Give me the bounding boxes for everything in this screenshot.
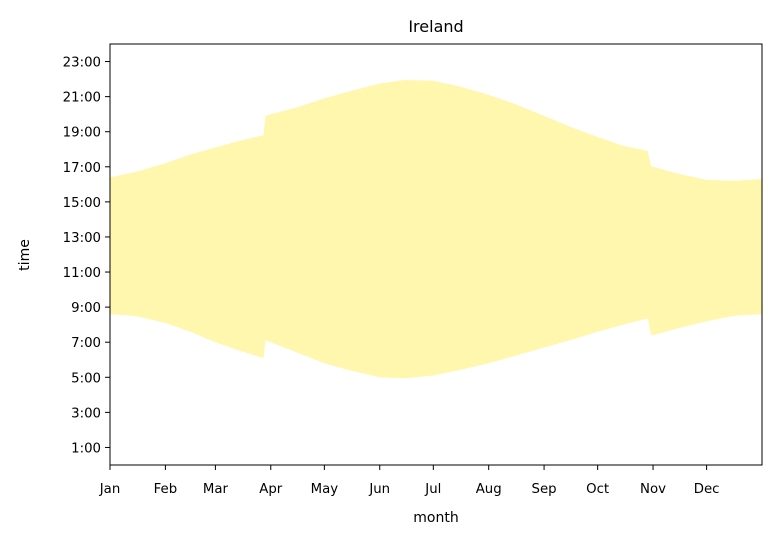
x-tick-label: Jul (424, 482, 441, 497)
x-tick-label: Oct (586, 482, 609, 497)
y-tick-label: 11:00 (63, 266, 101, 281)
plot-area (110, 80, 762, 379)
x-tick-label: May (311, 482, 339, 497)
x-tick-label: Sep (532, 482, 557, 497)
plot-frame (109, 43, 763, 466)
y-tick-label: 19:00 (63, 126, 101, 141)
y-tick-label: 3:00 (71, 406, 101, 421)
y-axis: 1:00 3:00 5:00 7:00 9:00 11:00 13:00 15:00 17:00… (63, 56, 110, 456)
x-tick-label: Mar (203, 482, 229, 497)
y-tick-label: 1:00 (71, 441, 101, 456)
x-tick-label: Feb (154, 482, 178, 497)
y-tick-label: 13:00 (63, 231, 101, 246)
x-tick-label: Dec (694, 482, 720, 497)
y-tick-label: 9:00 (71, 301, 101, 316)
x-axis: Jan Feb Mar Apr May Jun Jul Aug Sep Oct Nov Dec (99, 465, 720, 497)
daylight-area (110, 80, 762, 379)
x-tick-label: Jun (368, 482, 390, 497)
x-axis-label: month (413, 510, 458, 526)
y-tick-label: 7:00 (71, 336, 101, 351)
chart-title: Ireland (408, 17, 463, 36)
y-tick-label: 5:00 (71, 371, 101, 386)
x-tick-label: Nov (640, 482, 666, 497)
x-tick-label: Aug (476, 482, 502, 497)
y-tick-label: 17:00 (63, 161, 101, 176)
x-tick-label: Jan (99, 482, 121, 497)
y-axis-label: time (17, 239, 33, 271)
y-tick-label: 15:00 (63, 196, 101, 211)
y-tick-label: 21:00 (63, 91, 101, 106)
x-tick-label: Apr (259, 482, 283, 497)
y-tick-label: 23:00 (63, 56, 101, 71)
